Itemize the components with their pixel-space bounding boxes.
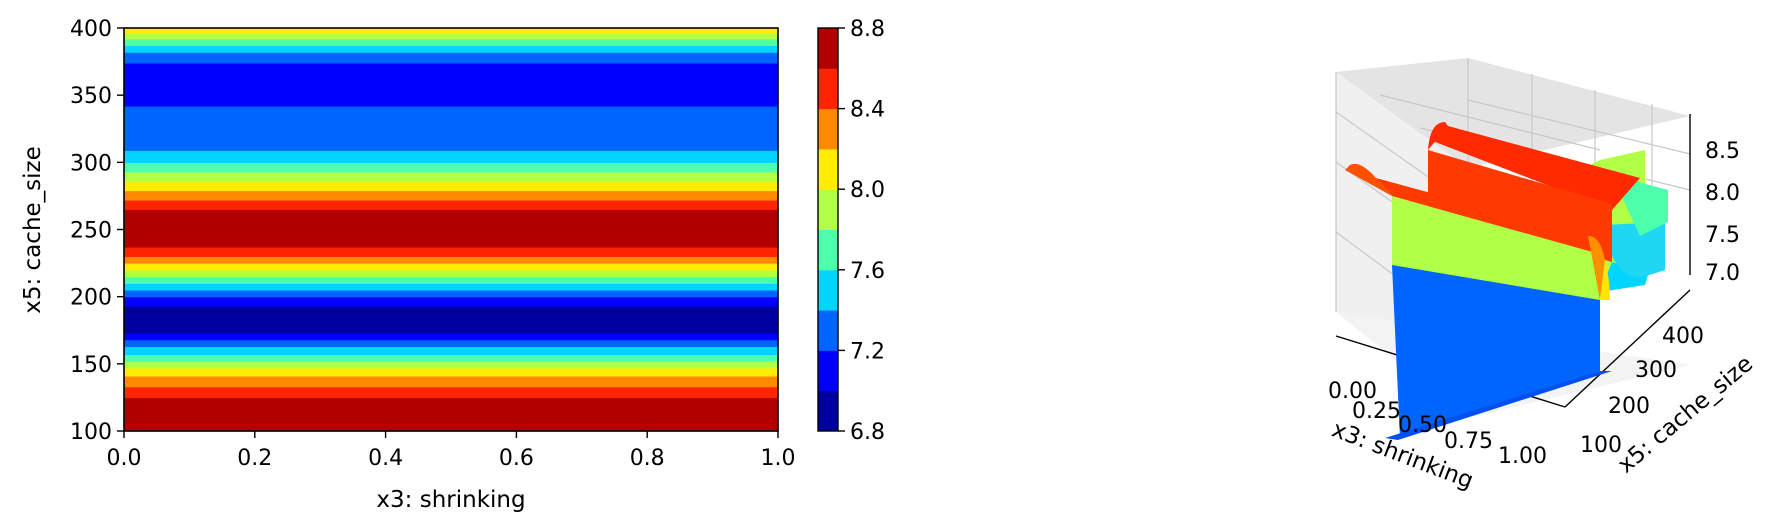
contour-y-tick-label: 400 (70, 17, 112, 42)
contour-x-tick-label: 0.6 (499, 446, 534, 471)
surface3d-plot: 0.00 0.25 0.50 0.75 1.00 100 200 300 400… (1328, 58, 1758, 494)
colorbar-segment (818, 350, 838, 391)
contour-band (124, 191, 778, 201)
contour-band (124, 162, 778, 172)
contour-band (124, 283, 778, 290)
contour-band (124, 209, 778, 247)
colorbar: 6.8 7.2 7.6 8.0 8.4 8.8 (818, 17, 885, 445)
contour-band (124, 200, 778, 210)
colorbar-ticks: 6.8 7.2 7.6 8.0 8.4 8.8 (838, 17, 885, 445)
colorbar-segment (818, 391, 838, 432)
colorbar-tick-label: 7.6 (850, 259, 885, 284)
colorbar-segment (818, 68, 838, 109)
surface3d-z-ticks: 7.0 7.5 8.0 8.5 (1705, 139, 1740, 286)
contour-band (124, 397, 778, 431)
contour-band (124, 106, 778, 151)
contour-band (124, 340, 778, 347)
contour-x-tick-label: 1.0 (761, 446, 796, 471)
surface3d-y-tick: 100 (1580, 433, 1622, 458)
contour-band (124, 52, 778, 63)
surface3d-x-tick: 0.50 (1398, 413, 1447, 438)
contour-band (124, 290, 778, 297)
surface3d-z-tick: 8.0 (1705, 181, 1740, 206)
contour-plot: 0.0 0.2 0.4 0.6 0.8 1.0 100 150 200 250 300 350 400… (20, 17, 796, 513)
contour-y-tick-label: 150 (70, 353, 112, 378)
colorbar-segment (818, 28, 838, 69)
contour-band (124, 45, 778, 52)
contour-y-tick-label: 200 (70, 286, 112, 311)
contour-band (124, 256, 778, 263)
contour-y-axis-label: x5: cache_size (20, 146, 46, 314)
colorbar-segment (818, 109, 838, 150)
contour-x-tick-label: 0.8 (630, 446, 665, 471)
contour-band (124, 346, 778, 355)
contour-band (124, 33, 778, 39)
contour-x-tick-label: 0.2 (237, 446, 272, 471)
contour-band (124, 354, 778, 361)
surface3d-x-tick: 0.75 (1444, 429, 1493, 454)
contour-band (124, 387, 778, 398)
contour-band (124, 181, 778, 191)
colorbar-segment (818, 310, 838, 351)
surface3d-y-tick: 400 (1662, 324, 1704, 349)
colorbar-tick-label: 6.8 (850, 420, 885, 445)
contour-band (124, 270, 778, 277)
surface3d-x-tick: 1.00 (1498, 444, 1547, 469)
colorbar-tick-label: 8.8 (850, 17, 885, 42)
contour-band (124, 150, 778, 163)
colorbar-segment (818, 270, 838, 311)
contour-y-tick-label: 250 (70, 219, 112, 244)
contour-band (124, 306, 778, 333)
colorbar-segments (818, 28, 838, 432)
contour-band (124, 376, 778, 387)
contour-band (124, 277, 778, 284)
contour-band (124, 28, 778, 34)
surface3d-y-tick: 300 (1635, 358, 1677, 383)
surface3d-z-tick: 7.5 (1705, 223, 1740, 248)
contour-y-tick-label: 300 (70, 151, 112, 176)
colorbar-tick-label: 8.4 (850, 98, 885, 123)
contour-band (124, 297, 778, 307)
surface3d-x-tick: 0.25 (1352, 399, 1401, 424)
colorbar-segment (818, 189, 838, 230)
contour-y-tick-label: 100 (70, 420, 112, 445)
surface3d-z-tick: 7.0 (1705, 261, 1740, 286)
contour-band (124, 368, 778, 377)
contour-x-tick-label: 0.0 (107, 446, 142, 471)
contour-band (124, 39, 778, 46)
contour-x-axis: 0.0 0.2 0.4 0.6 0.8 1.0 (107, 431, 796, 471)
colorbar-tick-label: 8.0 (850, 178, 885, 203)
contour-band (124, 263, 778, 270)
surface3d-y-tick: 200 (1608, 394, 1650, 419)
contour-x-axis-label: x3: shrinking (376, 487, 525, 513)
contour-band (124, 172, 778, 182)
contour-band (124, 247, 778, 257)
contour-bands (124, 28, 778, 432)
contour-y-axis: 100 150 200 250 300 350 400 (70, 17, 124, 445)
surface3d-z-tick: 8.5 (1705, 139, 1740, 164)
colorbar-segment (818, 149, 838, 190)
contour-band (124, 361, 778, 368)
colorbar-segment (818, 230, 838, 271)
colorbar-tick-label: 7.2 (850, 339, 885, 364)
contour-band (124, 333, 778, 340)
contour-band (124, 63, 778, 107)
contour-y-tick-label: 350 (70, 84, 112, 109)
contour-x-tick-label: 0.4 (368, 446, 403, 471)
